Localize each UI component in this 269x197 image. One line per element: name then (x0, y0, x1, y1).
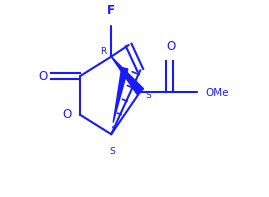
Text: O: O (62, 108, 72, 121)
Polygon shape (113, 68, 128, 123)
Text: O: O (167, 40, 176, 53)
Text: OMe: OMe (205, 87, 229, 98)
Text: F: F (107, 4, 115, 17)
Polygon shape (111, 57, 144, 94)
Text: S: S (109, 147, 115, 156)
Text: R: R (100, 47, 107, 56)
Text: S: S (145, 91, 151, 100)
Text: O: O (38, 70, 47, 83)
